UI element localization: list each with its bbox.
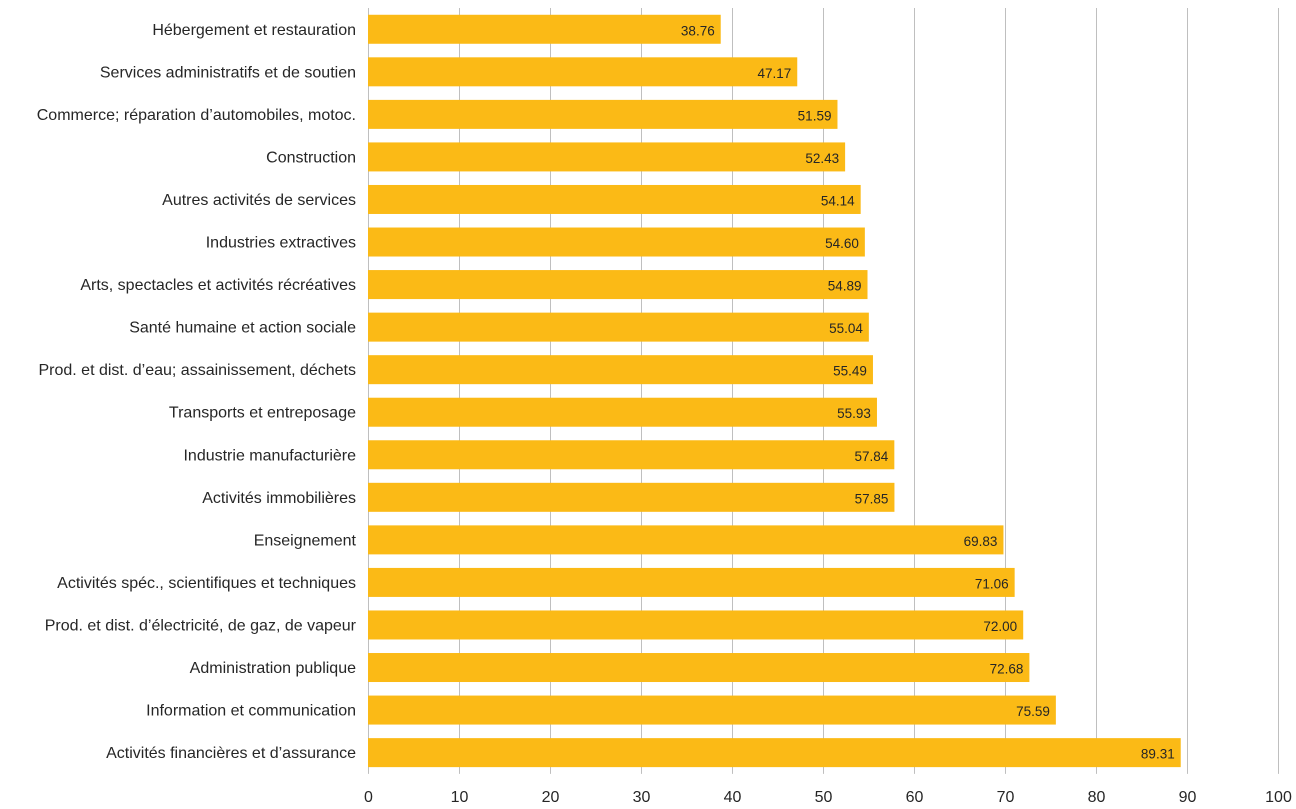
bar xyxy=(368,482,895,512)
category-label: Activités immobilières xyxy=(202,490,356,507)
x-tick-label: 30 xyxy=(633,789,651,806)
category-label: Services administratifs et de soutien xyxy=(100,64,356,81)
data-label: 55.49 xyxy=(833,364,867,379)
category-label: Construction xyxy=(266,149,356,166)
bar xyxy=(368,397,877,427)
bar xyxy=(368,695,1056,725)
x-axis-ticks: 0 10 20 30 40 50 60 70 80 90 100 xyxy=(364,789,1292,806)
category-label: Activités financières et d’assurance xyxy=(106,745,356,762)
data-label: 54.14 xyxy=(821,193,855,208)
bars xyxy=(368,14,1181,768)
data-label: 54.89 xyxy=(828,279,862,294)
data-label: 75.59 xyxy=(1016,704,1050,719)
bar xyxy=(368,184,861,214)
bar xyxy=(368,653,1030,683)
bar xyxy=(368,227,865,257)
category-label: Industries extractives xyxy=(206,235,356,252)
data-label: 89.31 xyxy=(1141,747,1175,762)
data-label: 57.85 xyxy=(855,491,889,506)
data-label: 71.06 xyxy=(975,576,1009,591)
x-tick-label: 80 xyxy=(1088,789,1106,806)
category-labels: Hébergement et restauration Services admi… xyxy=(37,22,357,762)
bar xyxy=(368,99,838,129)
bar xyxy=(368,738,1181,768)
data-label: 54.60 xyxy=(825,236,859,251)
x-tick-label: 20 xyxy=(542,789,560,806)
bar xyxy=(368,57,798,87)
x-tick-label: 40 xyxy=(724,789,742,806)
x-tick-label: 60 xyxy=(906,789,924,806)
gridlines xyxy=(368,8,1279,774)
bar xyxy=(368,14,721,44)
category-label: Industrie manufacturière xyxy=(183,447,356,464)
bar xyxy=(368,440,895,470)
category-label: Prod. et dist. d’électricité, de gaz, de… xyxy=(45,617,357,634)
category-label: Enseignement xyxy=(254,532,357,549)
data-label: 72.68 xyxy=(990,662,1024,677)
category-label: Prod. et dist. d’eau; assainissement, dé… xyxy=(38,362,356,379)
data-label: 55.04 xyxy=(829,321,863,336)
data-label: 38.76 xyxy=(681,23,715,38)
category-label: Activités spéc., scientifiques et techni… xyxy=(57,575,356,592)
bar xyxy=(368,567,1015,597)
category-label: Administration publique xyxy=(190,660,356,677)
category-label: Information et communication xyxy=(146,703,356,720)
value-labels: 38.76 47.17 51.59 52.43 54.14 54.60 54.89 55.04… xyxy=(681,23,1175,761)
bar xyxy=(368,355,873,385)
x-tick-label: 70 xyxy=(997,789,1015,806)
data-label: 55.93 xyxy=(837,406,871,421)
category-label: Santé humaine et action sociale xyxy=(129,320,356,337)
data-label: 51.59 xyxy=(798,108,832,123)
data-label: 47.17 xyxy=(757,66,791,81)
data-label: 69.83 xyxy=(964,534,998,549)
category-label: Autres activités de services xyxy=(162,192,356,209)
bar xyxy=(368,270,868,300)
category-label: Hébergement et restauration xyxy=(152,22,356,39)
bar xyxy=(368,525,1004,555)
data-label: 57.84 xyxy=(855,449,889,464)
x-tick-label: 0 xyxy=(364,789,373,806)
bar xyxy=(368,142,846,172)
category-label: Transports et entreposage xyxy=(169,405,356,422)
x-tick-label: 10 xyxy=(451,789,469,806)
bar xyxy=(368,312,869,342)
x-tick-label: 100 xyxy=(1265,789,1292,806)
x-tick-label: 90 xyxy=(1179,789,1197,806)
category-label: Arts, spectacles et activités récréative… xyxy=(80,277,356,294)
bar xyxy=(368,610,1024,640)
x-tick-label: 50 xyxy=(815,789,833,806)
data-label: 72.00 xyxy=(983,619,1017,634)
category-label: Commerce; réparation d’automobiles, moto… xyxy=(37,107,356,124)
data-label: 52.43 xyxy=(805,151,839,166)
